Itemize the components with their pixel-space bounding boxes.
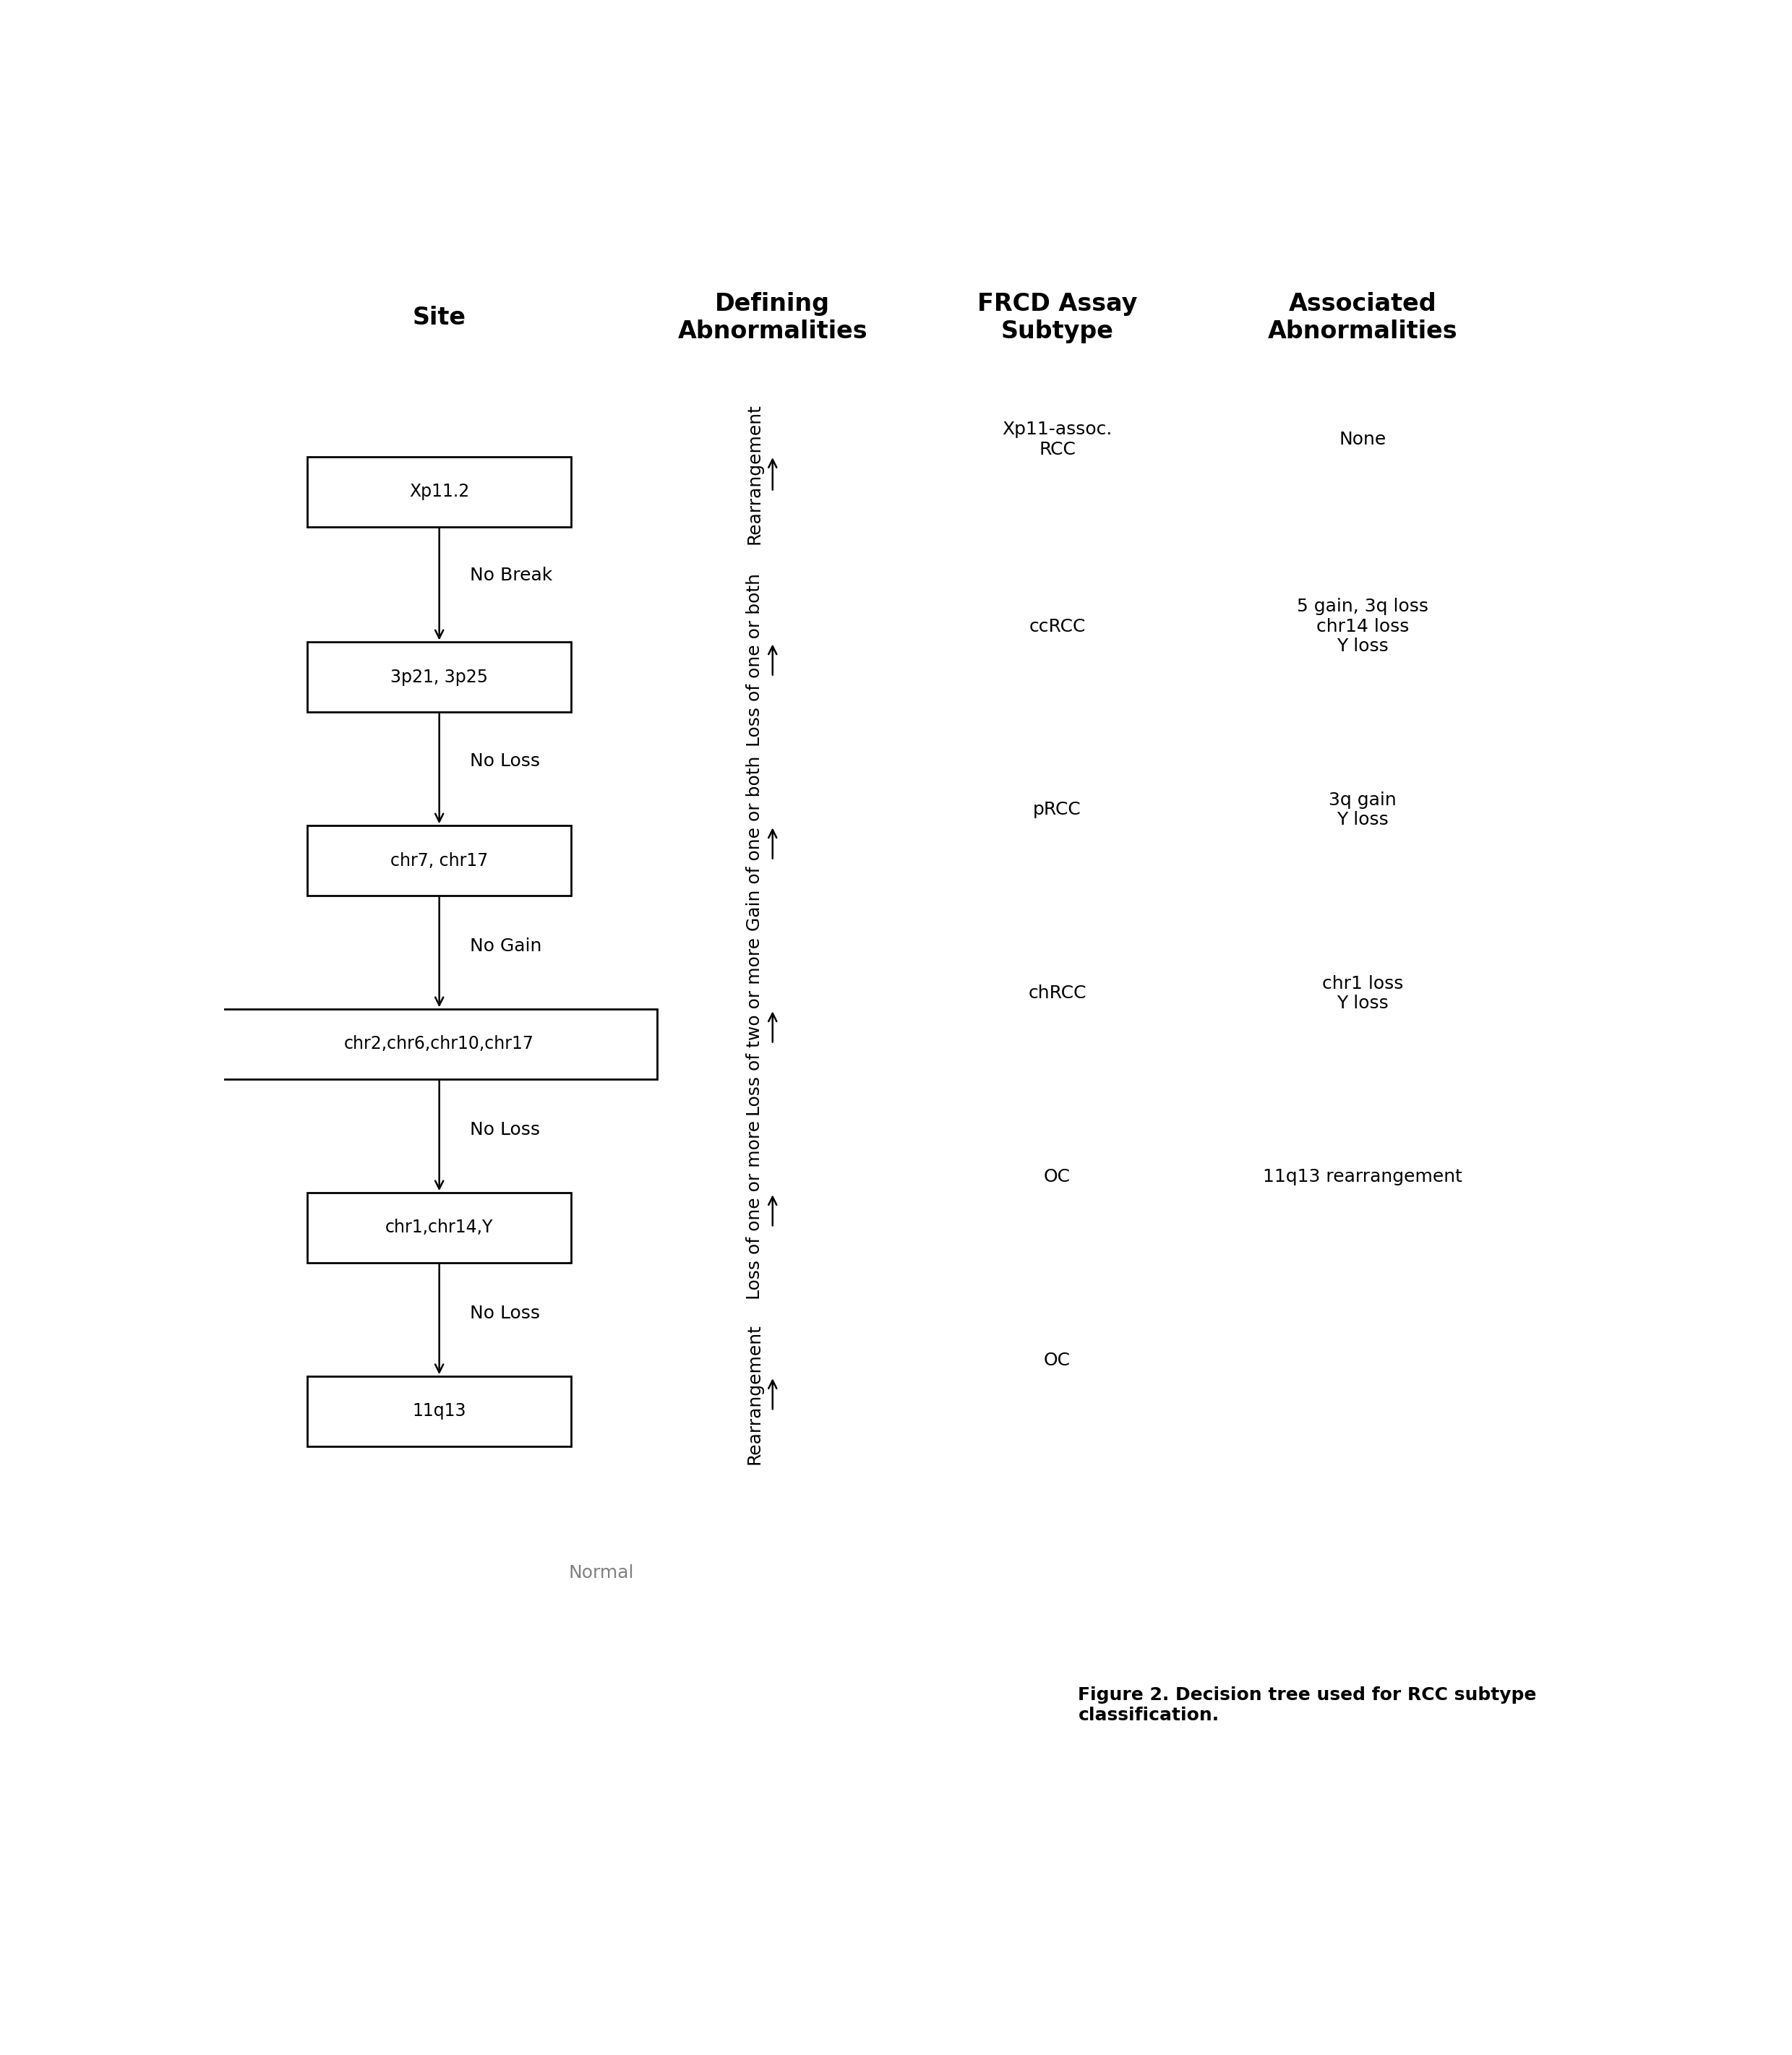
Text: Loss of one or more: Loss of one or more — [745, 1120, 763, 1301]
Text: Xp11-assoc.
RCC: Xp11-assoc. RCC — [1002, 421, 1113, 458]
Text: chr1,chr14,Y: chr1,chr14,Y — [385, 1219, 493, 1237]
Text: 11q13: 11q13 — [412, 1402, 466, 1420]
Text: FRCD Assay
Subtype: FRCD Assay Subtype — [977, 292, 1138, 343]
Text: Site: Site — [412, 306, 466, 329]
Text: chRCC: chRCC — [1029, 984, 1086, 1003]
Text: Defining
Abnormalities: Defining Abnormalities — [677, 292, 867, 343]
Text: OC: OC — [1045, 1352, 1070, 1369]
Text: OC: OC — [1045, 1169, 1070, 1186]
Text: 11q13 rearrangement: 11q13 rearrangement — [1263, 1169, 1462, 1186]
FancyBboxPatch shape — [308, 456, 572, 526]
Text: Rearrangement: Rearrangement — [745, 1323, 763, 1465]
Text: No Loss: No Loss — [470, 752, 539, 769]
Text: Xp11.2: Xp11.2 — [409, 483, 470, 501]
Text: pRCC: pRCC — [1034, 801, 1081, 818]
FancyBboxPatch shape — [308, 826, 572, 896]
Text: chr1 loss
Y loss: chr1 loss Y loss — [1322, 974, 1403, 1013]
Text: None: None — [1339, 432, 1387, 448]
Text: No Loss: No Loss — [470, 1120, 539, 1138]
Text: Normal: Normal — [568, 1564, 634, 1580]
FancyBboxPatch shape — [308, 1192, 572, 1262]
Text: 3q gain
Y loss: 3q gain Y loss — [1330, 791, 1396, 828]
FancyBboxPatch shape — [308, 641, 572, 711]
Text: Loss of two or more: Loss of two or more — [745, 937, 763, 1116]
Text: No Loss: No Loss — [470, 1305, 539, 1321]
FancyBboxPatch shape — [222, 1009, 658, 1079]
Text: No Break: No Break — [470, 567, 552, 584]
Text: chr2,chr6,chr10,chr17: chr2,chr6,chr10,chr17 — [344, 1036, 534, 1052]
Text: Gain of one or both: Gain of one or both — [745, 756, 763, 931]
Text: 3p21, 3p25: 3p21, 3p25 — [391, 668, 487, 686]
Text: Associated
Abnormalities: Associated Abnormalities — [1269, 292, 1457, 343]
Text: No Gain: No Gain — [470, 937, 541, 956]
Text: Rearrangement: Rearrangement — [745, 403, 763, 545]
Text: Figure 2. Decision tree used for RCC subtype
classification.: Figure 2. Decision tree used for RCC sub… — [1079, 1687, 1538, 1724]
Text: chr7, chr17: chr7, chr17 — [391, 853, 487, 869]
FancyBboxPatch shape — [308, 1377, 572, 1447]
Text: ccRCC: ccRCC — [1029, 619, 1086, 635]
Text: Loss of one or both: Loss of one or both — [745, 573, 763, 746]
Text: 5 gain, 3q loss
chr14 loss
Y loss: 5 gain, 3q loss chr14 loss Y loss — [1297, 598, 1428, 656]
